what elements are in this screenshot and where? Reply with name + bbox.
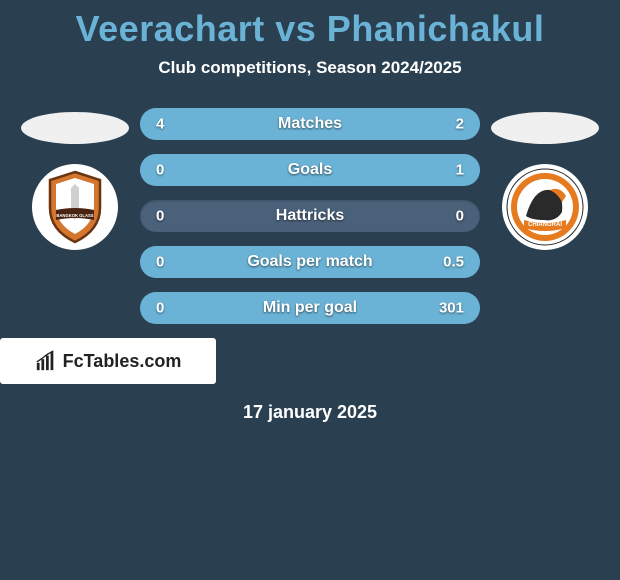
stat-bar: 0 0.5 Goals per match [140,246,480,278]
logo-text: FcTables.com [63,351,182,372]
main-row: BANGKOK GLASS 4 2 Matches 0 1 Goals 0 0 Hattrick… [0,108,620,324]
stat-value-right: 0 [456,208,464,225]
date-label: 17 january 2025 [0,402,620,423]
shield-icon: BANGKOK GLASS [45,170,105,244]
stat-label: Matches [278,115,342,133]
stat-label: Goals per match [247,253,372,271]
flag-left-icon [21,112,129,144]
flag-right-icon [491,112,599,144]
stat-value-left: 4 [156,116,164,133]
stat-value-right: 1 [456,162,464,179]
stat-bar: 0 0 Hattricks [140,200,480,232]
page-title: Veerachart vs Phanichakul [0,8,620,50]
svg-text:BANGKOK GLASS: BANGKOK GLASS [56,213,93,218]
stat-bar: 4 2 Matches [140,108,480,140]
stat-value-left: 0 [156,208,164,225]
stat-value-left: 0 [156,162,164,179]
stat-value-right: 301 [439,300,464,317]
stat-bar: 0 301 Min per goal [140,292,480,324]
comparison-card: Veerachart vs Phanichakul Club competiti… [0,0,620,423]
stat-bar: 0 1 Goals [140,154,480,186]
stats-column: 4 2 Matches 0 1 Goals 0 0 Hattricks 0 0.5 Goals per… [135,108,485,324]
stat-label: Goals [288,161,332,179]
stat-value-right: 2 [456,116,464,133]
left-player-col: BANGKOK GLASS [15,108,135,250]
club-crest-right: CHIANGRAI [502,164,588,250]
svg-text:CHIANGRAI: CHIANGRAI [528,222,562,228]
stat-value-left: 0 [156,300,164,317]
subtitle: Club competitions, Season 2024/2025 [0,58,620,78]
stat-value-left: 0 [156,254,164,271]
stat-value-right: 0.5 [443,254,464,271]
stat-label: Hattricks [276,207,344,225]
right-player-col: CHIANGRAI [485,108,605,250]
club-crest-left: BANGKOK GLASS [32,164,118,250]
club-badge-icon: CHIANGRAI [506,168,584,246]
bar-chart-icon [35,350,57,372]
stat-label: Min per goal [263,299,357,317]
source-logo[interactable]: FcTables.com [0,338,216,384]
